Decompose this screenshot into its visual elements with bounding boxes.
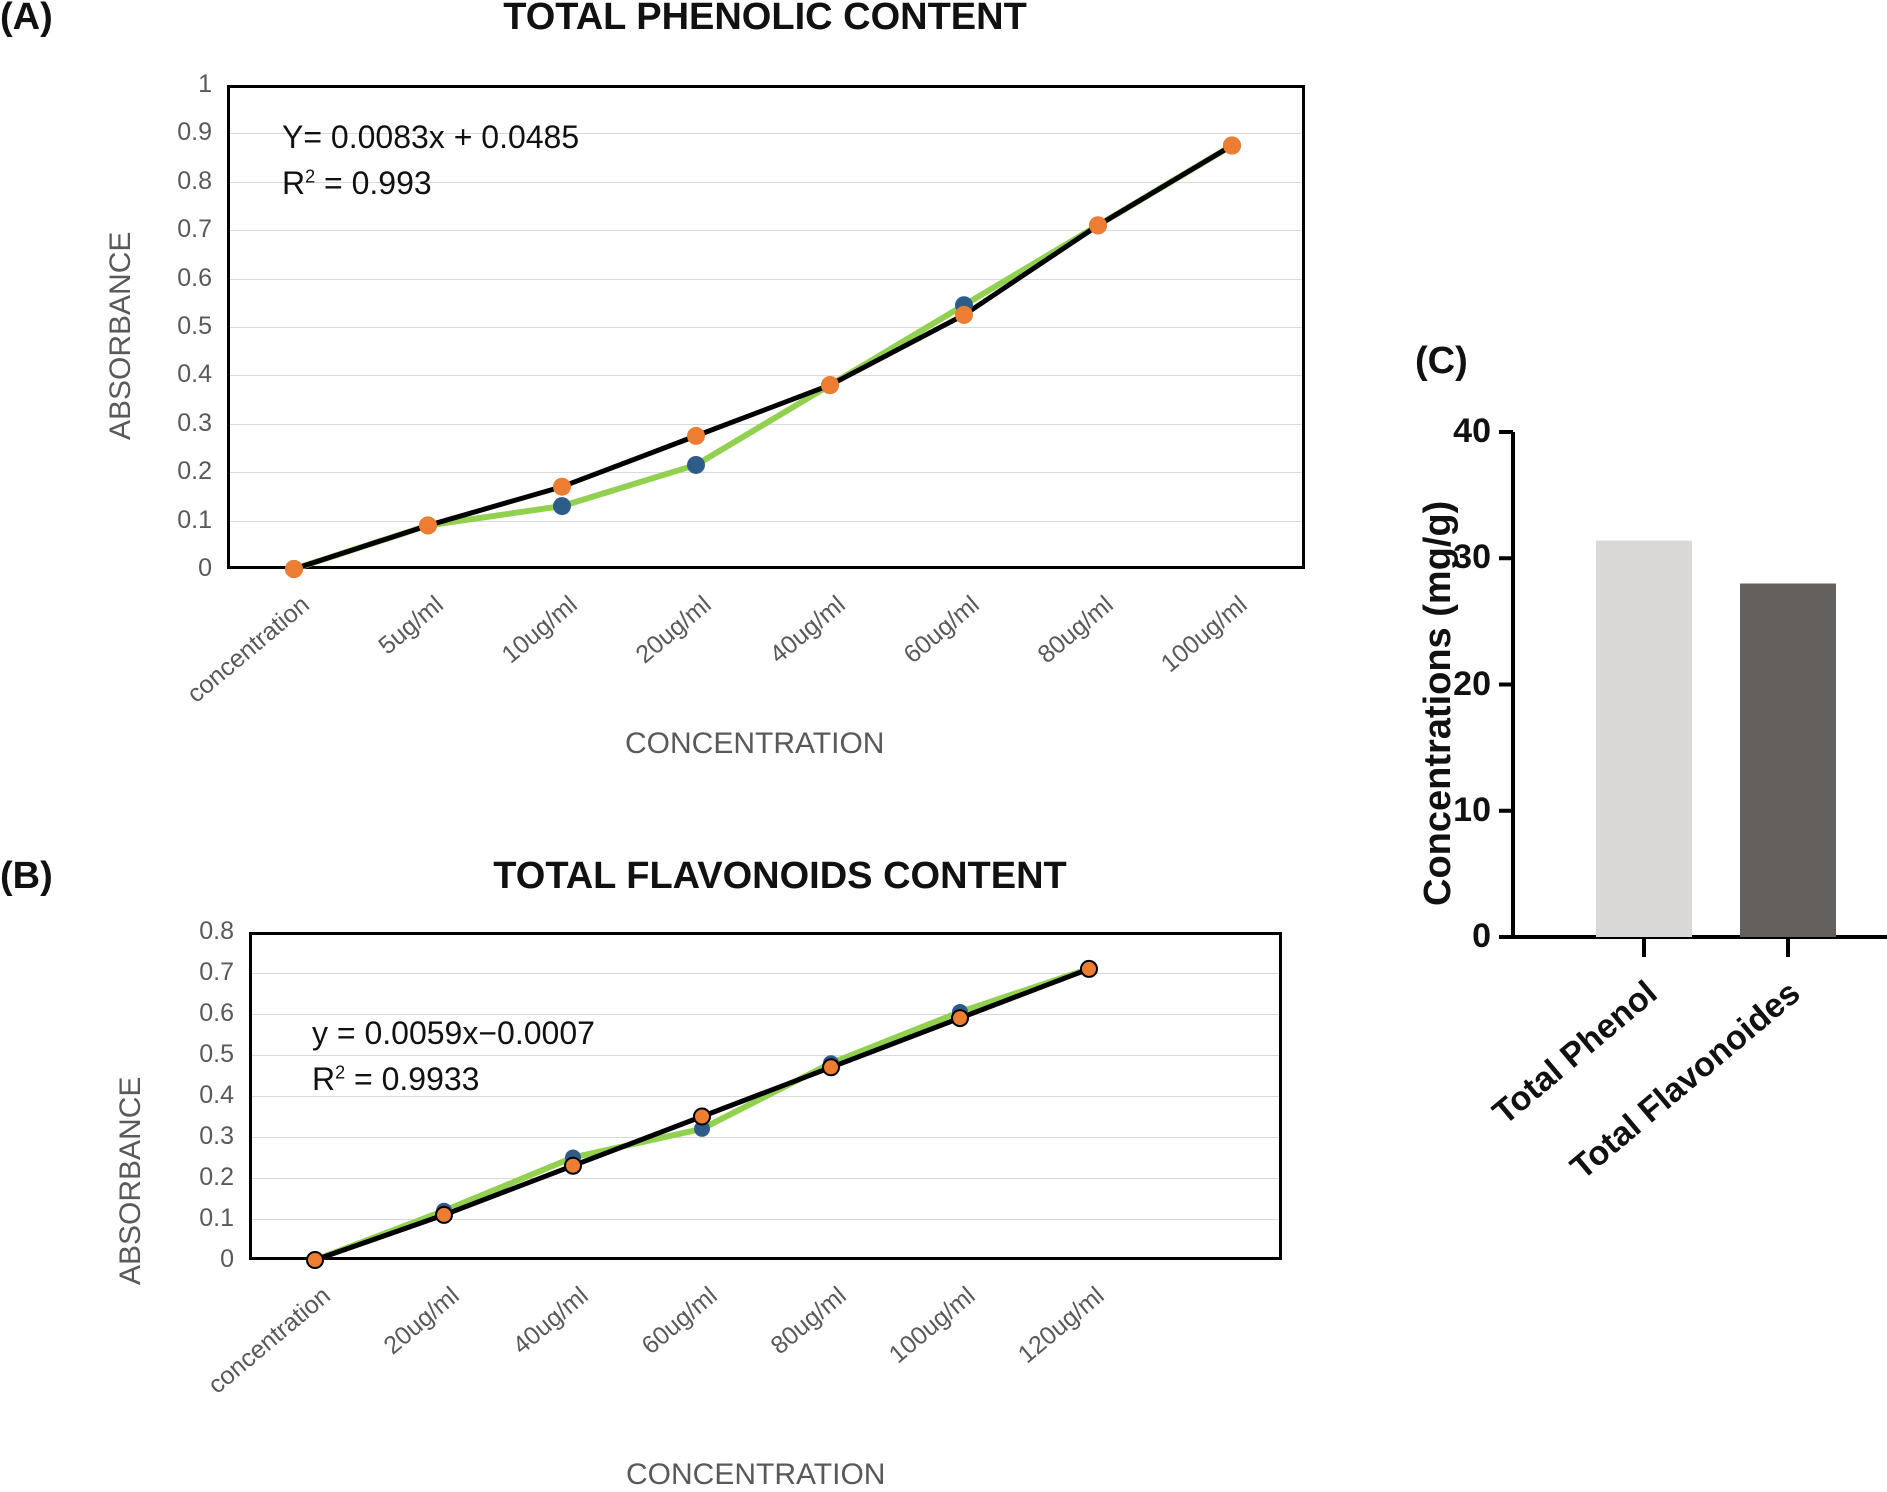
y-tick-label: 0.9 [177,118,212,147]
fitted-point [1089,216,1107,235]
y-tick-label: 0.6 [199,999,234,1027]
gridline [249,973,1282,974]
y-tick-label: 0 [1472,917,1491,955]
gridline [227,472,1305,474]
r-squared-value: = 0.9933 [345,1061,480,1097]
chart-b-title: TOTAL FLAVONOIDS CONTENT [493,855,1067,897]
gridline [227,278,1305,280]
panel-c-label: (C) [1415,340,1468,382]
gridline [249,1178,1282,1179]
fitted-point [435,1205,453,1224]
r-squared: R2 = 0.9933 [312,1061,479,1098]
y-tick-label: 1 [198,70,212,98]
regression-equation: Y= 0.0083x + 0.0485 [282,119,580,155]
fitted-point [1080,959,1098,978]
y-tick-label: 0.2 [199,1163,234,1191]
plot-area [249,932,1282,1260]
y-tick-label: 10 [1453,790,1491,829]
chart-a-title: TOTAL PHENOLIC CONTENT [503,0,1027,38]
y-tick-label: 0.3 [199,1122,234,1150]
gridline [227,520,1305,522]
r-squared-exponent: 2 [305,166,316,187]
y-tick-label: 0.5 [199,1040,234,1068]
panel-a-label: (A) [0,0,53,38]
fitted-point [821,376,839,395]
r-squared-symbol: R [312,1061,336,1097]
fitted-point [951,1009,969,1028]
r-squared: R2 = 0.993 [282,165,432,202]
fitted-point [285,560,303,578]
fitted-point [419,516,437,535]
gridline [227,375,1305,377]
x-axis-label: CONCENTRATION [626,1458,886,1491]
measured-point [553,497,571,516]
y-tick-label: 0.7 [199,958,234,986]
y-tick-label: 40 [1453,412,1491,450]
fitted-point [955,305,973,324]
fitted-point [306,1251,324,1269]
gridline [227,133,1305,135]
regression-equation: y = 0.0059x−0.0007 [312,1015,595,1051]
y-tick-label: 0 [198,554,212,582]
gridline [227,181,1305,183]
gridline [249,1055,1282,1056]
fitted-line [293,143,1234,572]
y-tick-label: 0.1 [177,505,212,534]
r-squared-symbol: R [282,165,306,201]
gridline [249,1219,1282,1220]
bar [1740,583,1836,937]
y-tick-label: 0.2 [177,457,212,486]
r-squared-exponent: 2 [335,1062,346,1083]
panel-b-label: (B) [0,855,53,897]
x-axis-label: CONCENTRATION [625,727,885,760]
y-tick-label: 0.5 [177,312,212,340]
measured-point [694,1120,710,1137]
y-tick-label: 0.1 [199,1204,234,1232]
gridline [249,1137,1282,1138]
measured-point [687,455,705,474]
y-tick-label: 0.8 [199,917,234,945]
fitted-point [1223,136,1241,155]
gridline [249,1014,1282,1015]
fitted-point [553,477,571,496]
fitted-point [693,1107,711,1126]
y-tick-label: 0.8 [177,166,212,195]
fitted-point [822,1058,840,1077]
fitted-point [687,426,705,445]
y-tick-label: 0.6 [177,263,212,292]
y-tick-label: 0.3 [177,408,212,437]
r-squared-value: = 0.993 [315,165,432,201]
y-tick-label: 0.4 [199,1081,234,1109]
fitted-point [564,1156,582,1175]
y-tick-label: 0 [220,1245,234,1273]
gridline [227,327,1305,328]
bar [1596,540,1692,937]
y-tick-label: 0.4 [177,360,212,389]
y-tick-label: 0.7 [177,215,212,244]
y-tick-label: 30 [1453,538,1491,577]
plot-area [227,85,1305,569]
y-tick-label: 20 [1453,664,1491,703]
y-axis-label: Concentrations (mg/g) [1417,500,1459,906]
gridline [227,230,1305,232]
